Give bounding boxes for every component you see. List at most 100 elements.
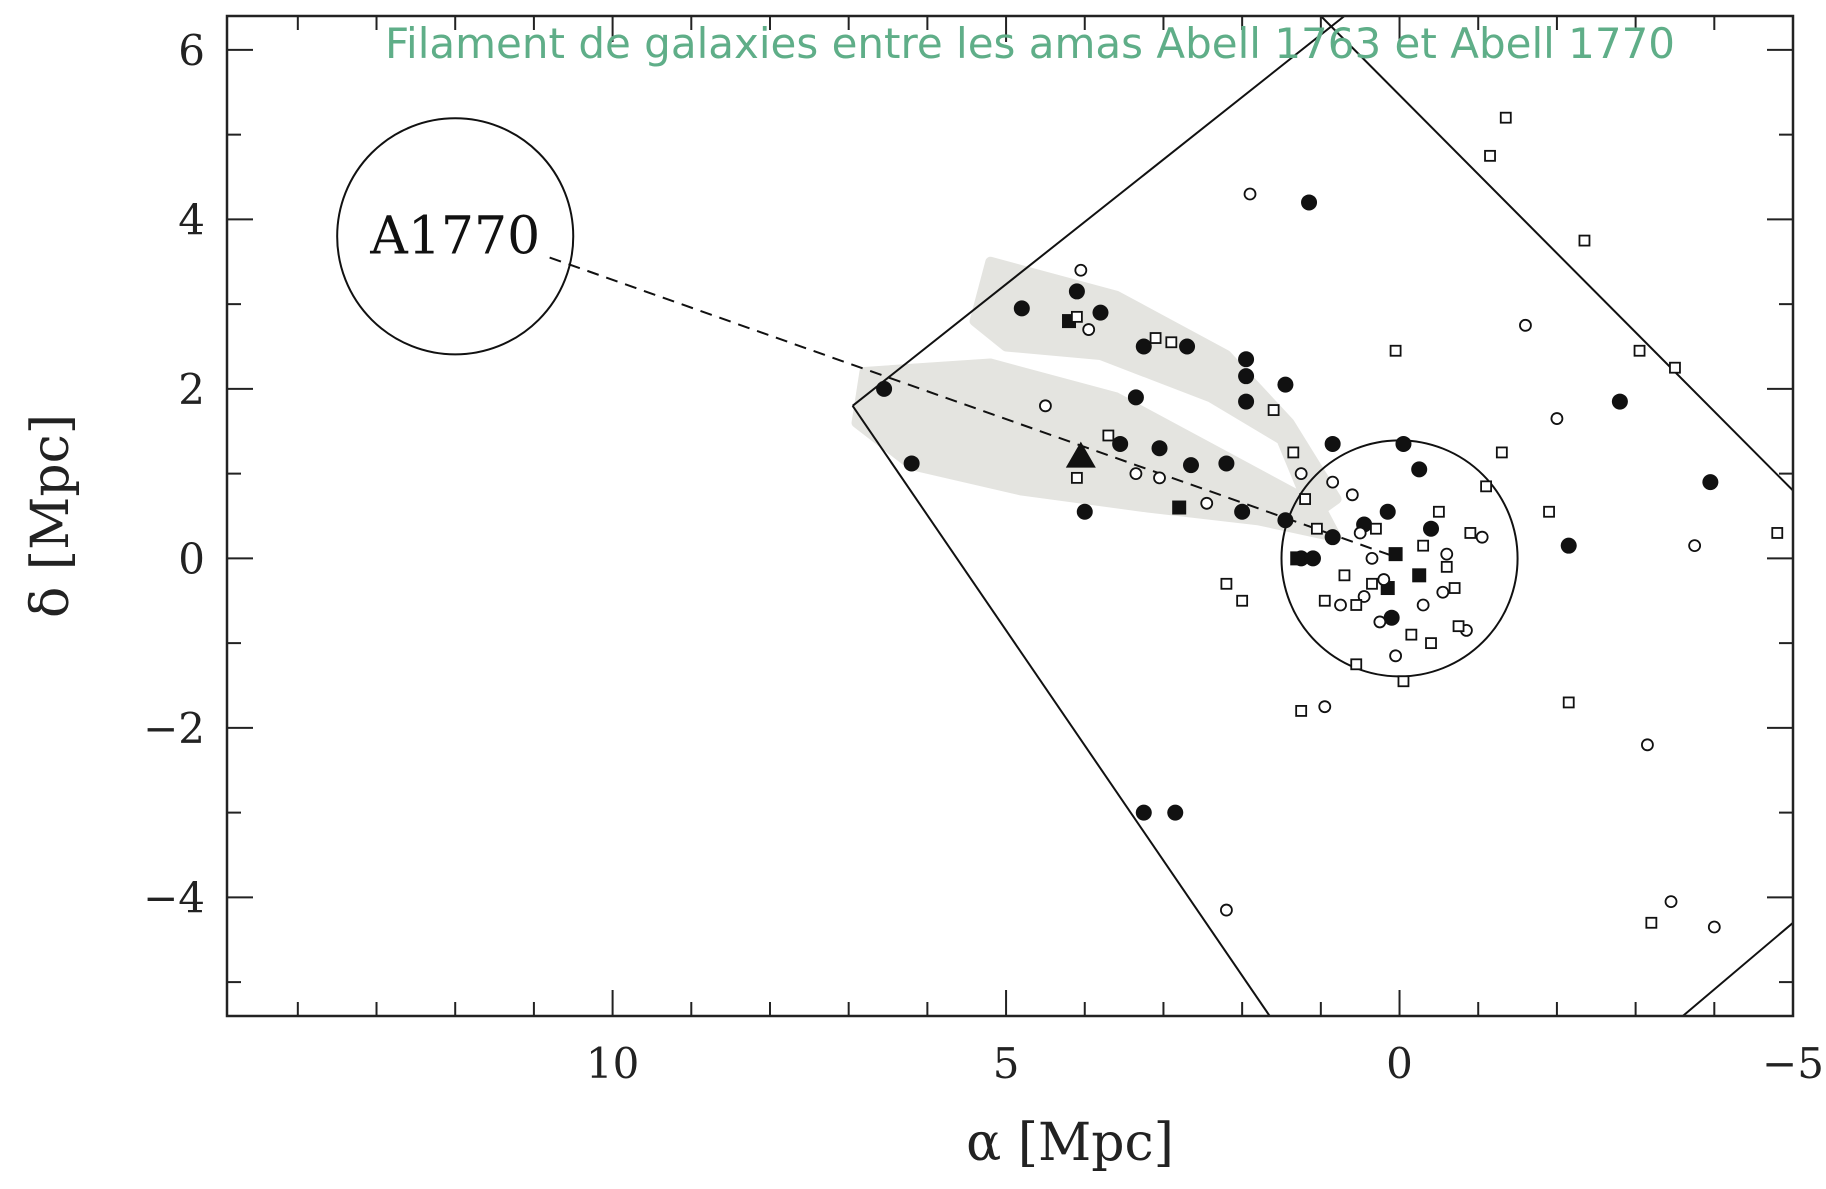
galaxy-point-open-square bbox=[1070, 471, 1083, 484]
galaxy-point-filled-circle bbox=[1395, 435, 1412, 452]
galaxy-point-open-square bbox=[1633, 344, 1646, 357]
galaxy-point-open-square bbox=[1480, 480, 1492, 493]
survey-boundary-line-2 bbox=[1320, 16, 1793, 492]
galaxy-point-open-square bbox=[1448, 582, 1461, 594]
galaxy-point-open-circle bbox=[1416, 598, 1430, 612]
galaxy-point-open-square bbox=[1440, 560, 1453, 573]
galaxy-point-filled-circle bbox=[1277, 376, 1294, 393]
plot-frame bbox=[225, 14, 1795, 1018]
galaxy-point-open-square bbox=[1295, 705, 1308, 717]
galaxy-point-open-square bbox=[1236, 594, 1249, 607]
galaxy-point-open-circle bbox=[1220, 903, 1233, 917]
galaxy-point-open-square bbox=[1464, 527, 1477, 539]
galaxy-point-open-square bbox=[1562, 696, 1575, 709]
galaxy-point-open-square bbox=[1405, 628, 1418, 641]
galaxy-point-open-square bbox=[1102, 429, 1115, 442]
galaxy-point-open-square bbox=[1484, 149, 1496, 162]
x-tick-label: 10 bbox=[586, 1039, 639, 1088]
galaxy-point-open-square bbox=[1543, 505, 1555, 518]
galaxy-point-open-square bbox=[1669, 361, 1681, 374]
galaxy-point-filled-square bbox=[1388, 547, 1403, 562]
y-tick-label: −2 bbox=[143, 704, 205, 753]
galaxy-point-filled-square bbox=[1290, 551, 1305, 566]
galaxy-point-filled-circle bbox=[1611, 393, 1628, 410]
galaxy-point-open-square bbox=[1299, 493, 1312, 505]
galaxy-point-open-circle bbox=[1334, 598, 1347, 612]
galaxy-point-open-square bbox=[1499, 111, 1512, 124]
galaxy-point-filled-circle bbox=[903, 455, 920, 472]
galaxy-point-open-square bbox=[1350, 658, 1363, 671]
galaxy-point-open-square bbox=[1645, 916, 1658, 929]
galaxy-point-filled-circle bbox=[1068, 283, 1085, 300]
galaxy-point-filled-circle bbox=[1324, 435, 1341, 452]
galaxy-point-filled-circle bbox=[1324, 529, 1341, 546]
galaxy-point-open-circle bbox=[1641, 738, 1654, 752]
galaxy-point-open-circle bbox=[1475, 530, 1489, 544]
galaxy-point-open-square bbox=[1318, 594, 1331, 607]
galaxy-point-open-square bbox=[1495, 446, 1508, 459]
galaxy-point-filled-circle bbox=[1702, 474, 1719, 491]
galaxy-point-open-circle bbox=[1664, 895, 1678, 908]
cluster-connector-line bbox=[549, 256, 1400, 560]
survey-boundary-line-1 bbox=[851, 16, 1346, 407]
y-tick-label: 0 bbox=[178, 534, 205, 583]
galaxy-point-filled-circle bbox=[1112, 435, 1129, 452]
galaxy-point-open-square bbox=[1350, 599, 1363, 611]
galaxy-point-open-square bbox=[1452, 620, 1465, 633]
galaxy-point-open-square bbox=[1287, 446, 1300, 459]
galaxy-point-open-circle bbox=[1519, 318, 1532, 332]
y-tick-label: 6 bbox=[178, 26, 205, 75]
galaxy-point-filled-circle bbox=[1013, 300, 1030, 317]
galaxy-point-open-square bbox=[1771, 527, 1784, 539]
galaxy-point-filled-circle bbox=[1238, 351, 1255, 368]
survey-lines bbox=[549, 16, 1793, 1016]
galaxy-point-open-square bbox=[1366, 577, 1378, 590]
galaxy-point-open-square bbox=[1338, 569, 1351, 582]
galaxy-point-open-circle bbox=[1074, 263, 1088, 277]
galaxy-point-open-circle bbox=[1436, 585, 1450, 599]
galaxy-point-open-square bbox=[1389, 344, 1402, 357]
galaxy-point-open-square bbox=[1578, 234, 1591, 247]
galaxy-point-filled-circle bbox=[1179, 338, 1196, 355]
x-axis-title: α [Mpc] bbox=[966, 1113, 1174, 1173]
galaxy-point-filled-circle bbox=[1560, 537, 1577, 554]
galaxy-points bbox=[876, 111, 1784, 934]
galaxy-point-filled-circle bbox=[1151, 440, 1168, 457]
galaxy-point-open-circle bbox=[1082, 323, 1096, 336]
galaxy-point-open-circle bbox=[1294, 467, 1308, 481]
galaxy-point-open-square bbox=[1165, 336, 1178, 349]
galaxy-point-filled-circle bbox=[1379, 503, 1396, 520]
galaxy-point-open-square bbox=[1417, 539, 1430, 552]
galaxy-point-open-circle bbox=[1550, 412, 1564, 425]
galaxy-point-filled-circle bbox=[1238, 393, 1255, 410]
galaxy-point-filled-circle bbox=[876, 380, 893, 397]
y-tick-label: 4 bbox=[178, 195, 205, 244]
y-axis-title: δ [Mpc] bbox=[21, 414, 81, 618]
galaxy-point-filled-circle bbox=[1277, 512, 1294, 529]
galaxy-point-open-circle bbox=[1365, 551, 1379, 565]
galaxy-point-filled-circle bbox=[1135, 804, 1152, 821]
galaxy-point-open-circle bbox=[1377, 573, 1391, 586]
galaxy-point-open-square bbox=[1370, 522, 1382, 535]
galaxy-point-open-square bbox=[1397, 675, 1410, 688]
galaxy-point-open-circle bbox=[1707, 920, 1721, 934]
galaxy-point-filled-circle bbox=[1127, 389, 1144, 406]
survey-boundary-line-3 bbox=[851, 405, 1271, 1016]
galaxy-point-open-circle bbox=[1200, 496, 1214, 510]
galaxy-point-filled-square bbox=[1412, 568, 1427, 583]
galaxy-point-filled-circle bbox=[1135, 338, 1152, 355]
galaxy-point-open-circle bbox=[1243, 187, 1257, 201]
galaxy-point-open-circle bbox=[1353, 526, 1367, 540]
chart-title: Filament de galaxies entre les amas Abel… bbox=[385, 19, 1675, 68]
galaxy-point-filled-circle bbox=[1218, 455, 1235, 472]
galaxy-point-filled-circle bbox=[1301, 194, 1318, 211]
galaxy-point-filled-circle bbox=[1238, 368, 1255, 385]
galaxy-point-filled-circle bbox=[1383, 609, 1400, 626]
galaxy-point-open-square bbox=[1432, 505, 1445, 518]
cluster-circles: A1770 bbox=[336, 117, 1519, 678]
galaxy-point-filled-square bbox=[1172, 500, 1187, 515]
galaxy-point-open-circle bbox=[1345, 488, 1359, 502]
galaxy-point-filled-circle bbox=[1304, 550, 1321, 567]
